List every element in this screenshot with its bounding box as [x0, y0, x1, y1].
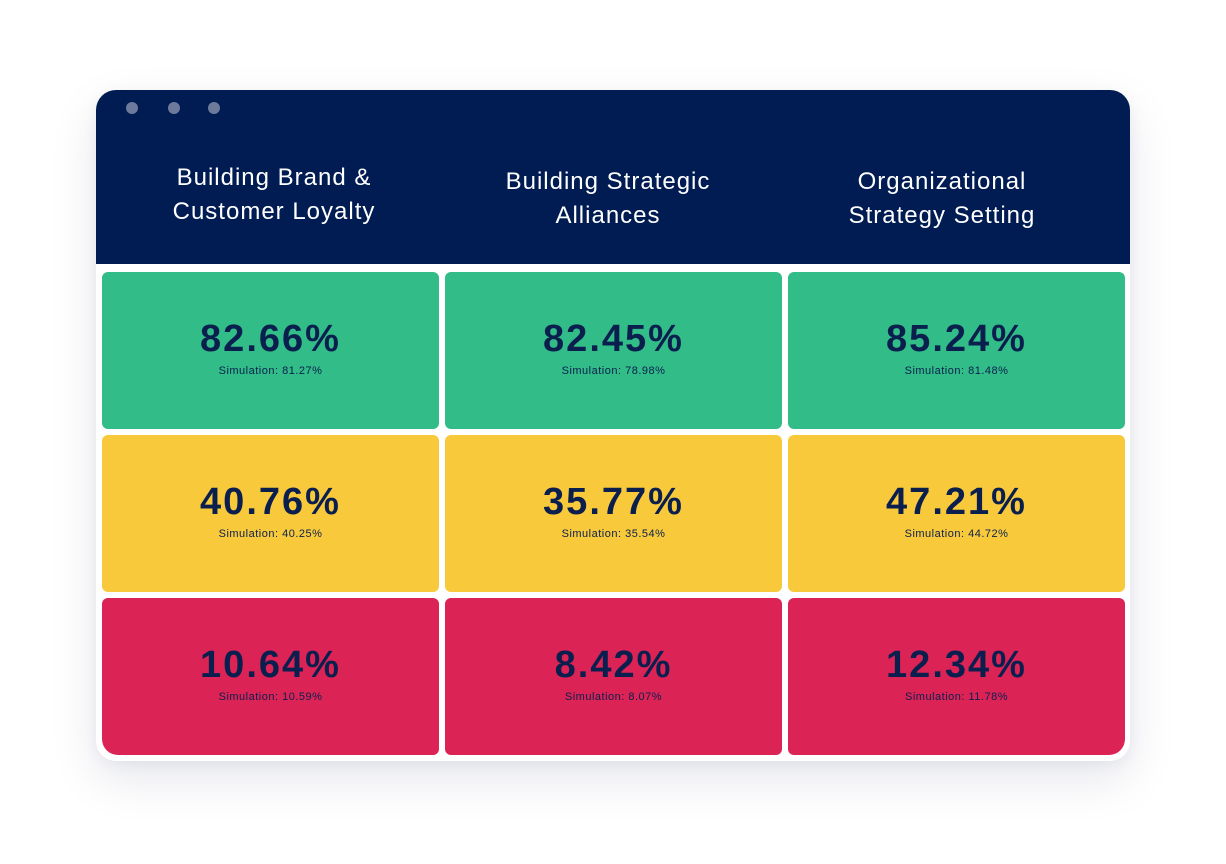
score-cell: 47.21% Simulation: 44.72%	[788, 435, 1125, 592]
simulation-score: Simulation: 11.78%	[905, 690, 1008, 703]
simulation-score: Simulation: 44.72%	[904, 527, 1009, 540]
score-value: 35.77%	[543, 480, 684, 523]
simulation-score: Simulation: 8.07%	[564, 690, 663, 703]
score-value: 82.66%	[200, 317, 341, 360]
score-value: 12.34%	[886, 643, 1027, 686]
column-header-strategy-setting: Organizational Strategy Setting	[848, 168, 1036, 229]
score-cell: 85.24% Simulation: 81.48%	[788, 272, 1125, 429]
window-control-dot-icon[interactable]	[168, 102, 180, 114]
score-grid: 82.66% Simulation: 81.27% 82.45% Simulat…	[102, 272, 1125, 755]
simulation-score: Simulation: 78.98%	[561, 364, 666, 377]
score-cell: 35.77% Simulation: 35.54%	[445, 435, 782, 592]
score-value: 82.45%	[543, 317, 684, 360]
score-cell: 82.66% Simulation: 81.27%	[102, 272, 439, 429]
score-value: 40.76%	[200, 480, 341, 523]
window-control-dot-icon[interactable]	[126, 102, 138, 114]
simulation-score: Simulation: 81.27%	[218, 364, 323, 377]
window-control-dot-icon[interactable]	[208, 102, 220, 114]
score-cell: 82.45% Simulation: 78.98%	[445, 272, 782, 429]
column-header-brand-loyalty: Building Brand & Customer Loyalty	[172, 164, 376, 225]
simulation-score: Simulation: 35.54%	[561, 527, 666, 540]
score-cell: 40.76% Simulation: 40.25%	[102, 435, 439, 592]
score-value: 10.64%	[200, 643, 341, 686]
column-header-strategic-alliances: Building Strategic Alliances	[505, 168, 711, 229]
score-value: 85.24%	[886, 317, 1027, 360]
score-value: 47.21%	[886, 480, 1027, 523]
window-titlebar: Building Brand & Customer Loyalty Buildi…	[96, 90, 1130, 264]
simulation-score: Simulation: 40.25%	[218, 527, 323, 540]
simulation-score: Simulation: 10.59%	[218, 690, 323, 703]
simulation-score: Simulation: 81.48%	[904, 364, 1009, 377]
score-value: 8.42%	[554, 643, 673, 686]
score-cell: 10.64% Simulation: 10.59%	[102, 598, 439, 755]
app-window: Building Brand & Customer Loyalty Buildi…	[96, 90, 1130, 761]
score-cell: 8.42% Simulation: 8.07%	[445, 598, 782, 755]
score-cell: 12.34% Simulation: 11.78%	[788, 598, 1125, 755]
